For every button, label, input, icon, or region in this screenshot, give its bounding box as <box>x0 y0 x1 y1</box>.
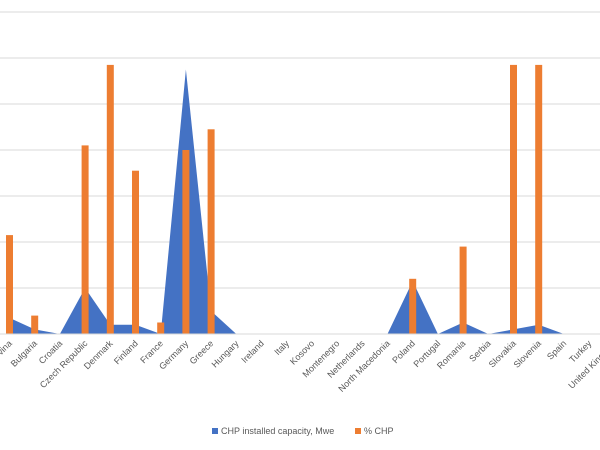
legend-label-percent: % CHP <box>364 426 394 436</box>
chp-percent-bar <box>31 315 39 334</box>
legend-item-capacity: CHP installed capacity, Mwe <box>212 426 334 436</box>
chp-percent-bar <box>6 235 13 334</box>
legend: CHP installed capacity, Mwe % CHP <box>212 426 394 436</box>
chp-percent-bar <box>182 150 190 334</box>
chp-percent-bar <box>459 246 467 334</box>
legend-swatch-percent <box>355 428 361 434</box>
chp-percent-bar-series <box>6 64 543 335</box>
legend-swatch-capacity <box>212 428 218 434</box>
chp-percent-bar <box>106 64 114 335</box>
chp-percent-bar <box>132 170 139 334</box>
chp-percent-bar <box>409 278 417 334</box>
legend-item-percent: % CHP <box>355 426 394 436</box>
chp-percent-bar <box>535 64 543 335</box>
chp-percent-bar <box>510 64 517 335</box>
chp-percent-bar <box>207 129 215 334</box>
gridlines <box>0 11 600 289</box>
chp-percent-bar <box>157 322 165 334</box>
chp-percent-bar <box>81 145 89 334</box>
legend-label-capacity: CHP installed capacity, Mwe <box>221 426 334 436</box>
